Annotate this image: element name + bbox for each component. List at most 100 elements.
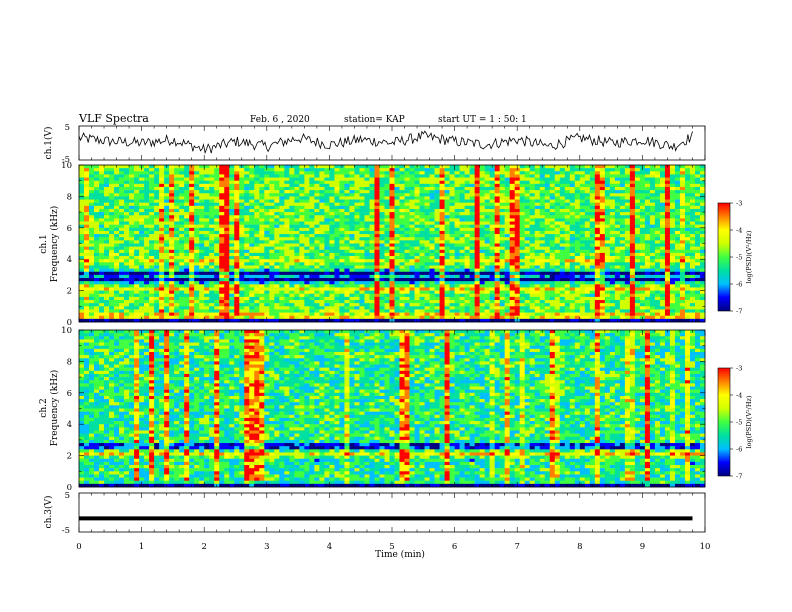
spectrogram-cell	[179, 208, 185, 213]
spectrogram-cell	[554, 249, 561, 254]
spectrogram-cell	[549, 218, 556, 222]
spectrogram-cell	[374, 237, 380, 241]
spectrogram-cell	[224, 205, 230, 210]
spectrogram-cell	[374, 199, 380, 203]
ch1-waveform-ticks	[78, 126, 706, 160]
spectrogram-cell	[144, 271, 150, 276]
spectrogram-cell	[674, 240, 681, 244]
spectrogram-cell	[614, 237, 621, 241]
spectrogram-cell	[149, 212, 155, 216]
spectrogram-cell	[674, 268, 681, 273]
spectrogram-cell	[674, 237, 681, 241]
spectrogram-cell	[574, 281, 581, 285]
spectrogram-cell	[419, 221, 425, 225]
spectrogram-cell	[639, 205, 646, 210]
spectrogram-cell	[654, 171, 661, 175]
spectrogram-cell	[79, 234, 85, 238]
spectrogram-cell	[654, 243, 661, 247]
spectrogram-cell	[644, 215, 651, 219]
spectrogram-cell	[509, 177, 515, 181]
spectrogram-cell	[619, 190, 626, 194]
spectrogram-cell	[244, 168, 250, 172]
spectrogram-cell	[474, 230, 480, 235]
spectrogram-cell	[84, 268, 90, 273]
spectrogram-cell	[454, 281, 460, 285]
spectrogram-cell	[544, 193, 550, 197]
spectrogram-cell	[609, 237, 616, 241]
spectrogram-cell	[164, 215, 170, 219]
spectrogram-cell	[299, 284, 305, 288]
spectrogram-cell	[559, 246, 566, 251]
spectrogram-cell	[89, 278, 95, 282]
spectrogram-cell	[324, 237, 330, 241]
spectrogram-cell	[374, 215, 380, 219]
spectrogram-cell	[244, 249, 250, 254]
spectrogram-cell	[604, 259, 611, 263]
spectrogram-cell	[689, 268, 696, 273]
spectrogram-cell	[369, 183, 375, 188]
spectrogram-cell	[304, 174, 310, 178]
spectrogram-cell	[204, 174, 210, 178]
spectrogram-cell	[344, 215, 350, 219]
spectrogram-cell	[349, 171, 355, 175]
spectrogram-cell	[274, 165, 280, 169]
spectrogram-cell	[399, 205, 405, 210]
spectrogram-cell	[134, 252, 140, 257]
spectrogram-cell	[459, 196, 465, 200]
spectrogram-cell	[444, 196, 450, 200]
spectrogram-cell	[649, 168, 656, 172]
spectrogram-cell	[529, 240, 535, 244]
spectrogram-cell	[144, 268, 150, 273]
spectrogram-cell	[459, 274, 465, 279]
spectrogram-cell	[674, 215, 681, 219]
spectrogram-cell	[324, 281, 330, 285]
spectrogram-cell	[199, 281, 205, 285]
spectrogram-cell	[124, 221, 130, 225]
spectrogram-cell	[239, 252, 245, 257]
spectrogram-cell	[639, 249, 646, 254]
spectrogram-cell	[294, 215, 300, 219]
spectrogram-cell	[539, 186, 545, 191]
spectrogram-cell	[454, 177, 460, 181]
spectrogram-cell	[389, 221, 395, 225]
spectrogram-cell	[364, 171, 370, 175]
spectrogram-cell	[294, 284, 300, 288]
spectrogram-cell	[354, 230, 360, 235]
spectrogram-cell	[374, 246, 380, 251]
spectrogram-cell	[599, 202, 606, 207]
spectrogram-cell	[409, 271, 415, 276]
spectrogram-cell	[204, 205, 210, 210]
spectrogram-cell	[444, 218, 450, 222]
spectrogram-cell	[529, 177, 535, 181]
spectrogram-cell	[464, 259, 470, 263]
spectrogram-cell	[684, 171, 691, 175]
spectrogram-cell	[599, 205, 606, 210]
spectrogram-cell	[419, 274, 425, 279]
spectrogram-cell	[654, 252, 661, 257]
spectrogram-cell	[339, 249, 345, 254]
spectrogram-cell	[174, 237, 180, 241]
spectrogram-cell	[309, 278, 315, 282]
spectrogram-cell	[154, 202, 160, 207]
spectrogram-cell	[344, 180, 350, 185]
spectrogram-cell	[374, 212, 380, 216]
spectrogram-cell	[344, 274, 350, 279]
spectrogram-cell	[114, 252, 120, 257]
spectrogram-cell	[494, 186, 500, 191]
spectrogram-cell	[634, 168, 641, 172]
spectrogram-cell	[429, 171, 435, 175]
spectrogram-cell	[89, 224, 95, 229]
spectrogram-cell	[149, 284, 155, 288]
spectrogram-cell	[379, 193, 385, 197]
spectrogram-cell	[654, 202, 661, 207]
spectrogram-cell	[129, 215, 135, 219]
spectrogram-cell	[389, 249, 395, 254]
spectrogram-cell	[214, 177, 220, 181]
spectrogram-cell	[529, 165, 535, 169]
spectrogram-cell	[79, 287, 85, 291]
spectrogram-cell	[539, 268, 545, 273]
spectrogram-cell	[184, 171, 190, 175]
spectrogram-cell	[364, 284, 370, 288]
spectrogram-cell	[679, 274, 686, 279]
spectrogram-cell	[674, 234, 681, 238]
